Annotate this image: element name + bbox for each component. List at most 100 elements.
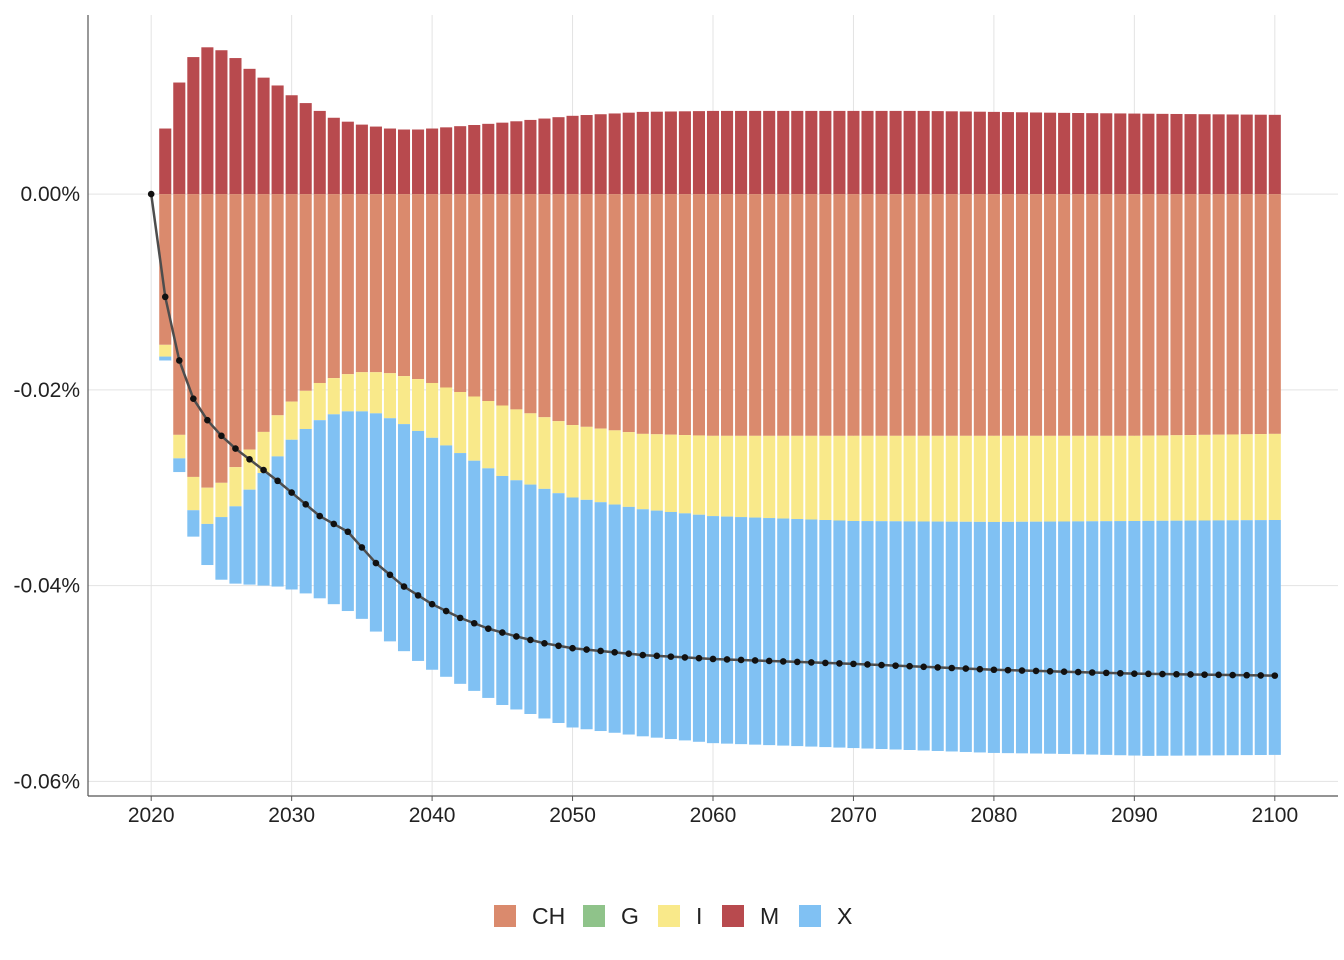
line-point-2056 (653, 652, 661, 660)
bar-CH-2053 (608, 194, 621, 431)
bar-X-2100 (1268, 520, 1281, 755)
bar-I-2078 (959, 435, 972, 522)
bar-M-2098 (1240, 114, 1253, 195)
line-point-2036 (372, 559, 380, 567)
bar-X-2029 (271, 456, 284, 587)
bar-I-2028 (257, 431, 270, 474)
legend-label-m: M (760, 903, 779, 929)
bar-CH-2061 (721, 194, 734, 436)
bar-I-2043 (468, 396, 481, 461)
line-point-2084 (1046, 668, 1054, 675)
bar-I-2052 (594, 428, 607, 503)
bar-I-2022 (173, 434, 186, 459)
line-point-2082 (1018, 667, 1026, 674)
bar-M-2095 (1198, 114, 1211, 195)
bar-CH-2094 (1184, 194, 1197, 436)
legend-swatch-g (583, 905, 605, 927)
bar-CH-2046 (510, 194, 523, 410)
line-point-2052 (597, 647, 604, 655)
bar-X-2052 (594, 502, 607, 732)
bar-M-2034 (341, 121, 354, 195)
line-point-2042 (456, 614, 464, 622)
bar-X-2021 (159, 356, 172, 361)
bar-M-2070 (847, 110, 860, 195)
bar-I-2026 (229, 467, 242, 507)
bar-M-2099 (1254, 114, 1267, 195)
bar-CH-2041 (440, 194, 453, 388)
bar-I-2091 (1142, 435, 1155, 521)
bar-X-2048 (538, 488, 551, 719)
line-point-2030 (288, 489, 295, 496)
bar-X-2039 (412, 430, 425, 661)
bar-X-2093 (1170, 520, 1183, 756)
bar-I-2062 (735, 435, 748, 518)
bar-I-2096 (1212, 434, 1225, 521)
bar-CH-2086 (1072, 194, 1085, 436)
line-point-2053 (611, 649, 618, 656)
bar-CH-2036 (369, 194, 382, 373)
bar-X-2075 (917, 521, 930, 751)
line-point-2095 (1201, 671, 1208, 678)
bar-CH-2045 (496, 194, 509, 406)
bar-M-2036 (369, 126, 382, 195)
bar-CH-2066 (791, 194, 804, 436)
bar-I-2076 (931, 435, 944, 522)
bar-X-2027 (243, 489, 256, 585)
line-point-2051 (583, 646, 590, 653)
bar-X-2060 (706, 516, 720, 744)
bar-M-2094 (1184, 114, 1197, 195)
bar-I-2083 (1029, 435, 1043, 522)
bar-M-2096 (1212, 114, 1225, 195)
bar-CH-2044 (482, 194, 495, 401)
bar-CH-2040 (426, 194, 439, 383)
bar-X-2092 (1156, 520, 1169, 756)
bar-M-2091 (1142, 113, 1155, 195)
bar-CH-2076 (931, 194, 944, 436)
line-point-2068 (822, 659, 829, 667)
legend: CH G I M X (494, 903, 852, 929)
bar-CH-2028 (257, 194, 270, 432)
bar-I-2090 (1128, 435, 1141, 521)
line-point-2041 (442, 607, 450, 615)
line-point-2045 (499, 629, 506, 636)
bar-M-2076 (931, 111, 944, 195)
bar-M-2078 (959, 111, 972, 195)
bar-I-2094 (1184, 435, 1197, 521)
bar-X-2074 (903, 521, 916, 750)
bar-CH-2080 (987, 194, 1000, 436)
bar-I-2081 (1001, 435, 1014, 522)
bar-I-2051 (580, 426, 593, 500)
x-tick-label: 2020 (128, 804, 175, 827)
bar-CH-2033 (327, 194, 340, 379)
line-point-2100 (1271, 672, 1279, 679)
bar-M-2079 (973, 111, 986, 195)
bar-CH-2047 (524, 194, 537, 414)
bar-X-2086 (1072, 521, 1085, 755)
bar-X-2095 (1198, 520, 1211, 756)
line-point-2040 (428, 600, 436, 608)
bar-I-2032 (313, 382, 326, 421)
bar-M-2071 (861, 110, 874, 195)
bar-X-2040 (426, 437, 439, 670)
bar-X-2081 (1001, 521, 1014, 754)
bar-CH-2039 (412, 194, 425, 380)
bar-X-2073 (889, 521, 902, 750)
bar-I-2092 (1156, 435, 1169, 521)
y-tick-label: -0.04% (13, 575, 80, 598)
line-point-2046 (513, 633, 520, 640)
bar-X-2096 (1212, 520, 1225, 756)
bar-CH-2095 (1198, 194, 1211, 435)
bar-I-2021 (159, 344, 172, 357)
bar-M-2045 (496, 122, 509, 195)
bar-M-2088 (1100, 113, 1113, 195)
bar-CH-2100 (1268, 194, 1281, 434)
line-point-2076 (934, 664, 942, 671)
bar-X-2061 (721, 516, 734, 744)
bar-M-2055 (636, 111, 649, 195)
bar-CH-2097 (1226, 194, 1239, 435)
bar-M-2073 (889, 110, 902, 195)
bar-M-2048 (538, 118, 551, 195)
bar-X-2031 (299, 428, 312, 594)
bar-I-2099 (1254, 434, 1267, 521)
bar-CH-2075 (917, 194, 930, 436)
